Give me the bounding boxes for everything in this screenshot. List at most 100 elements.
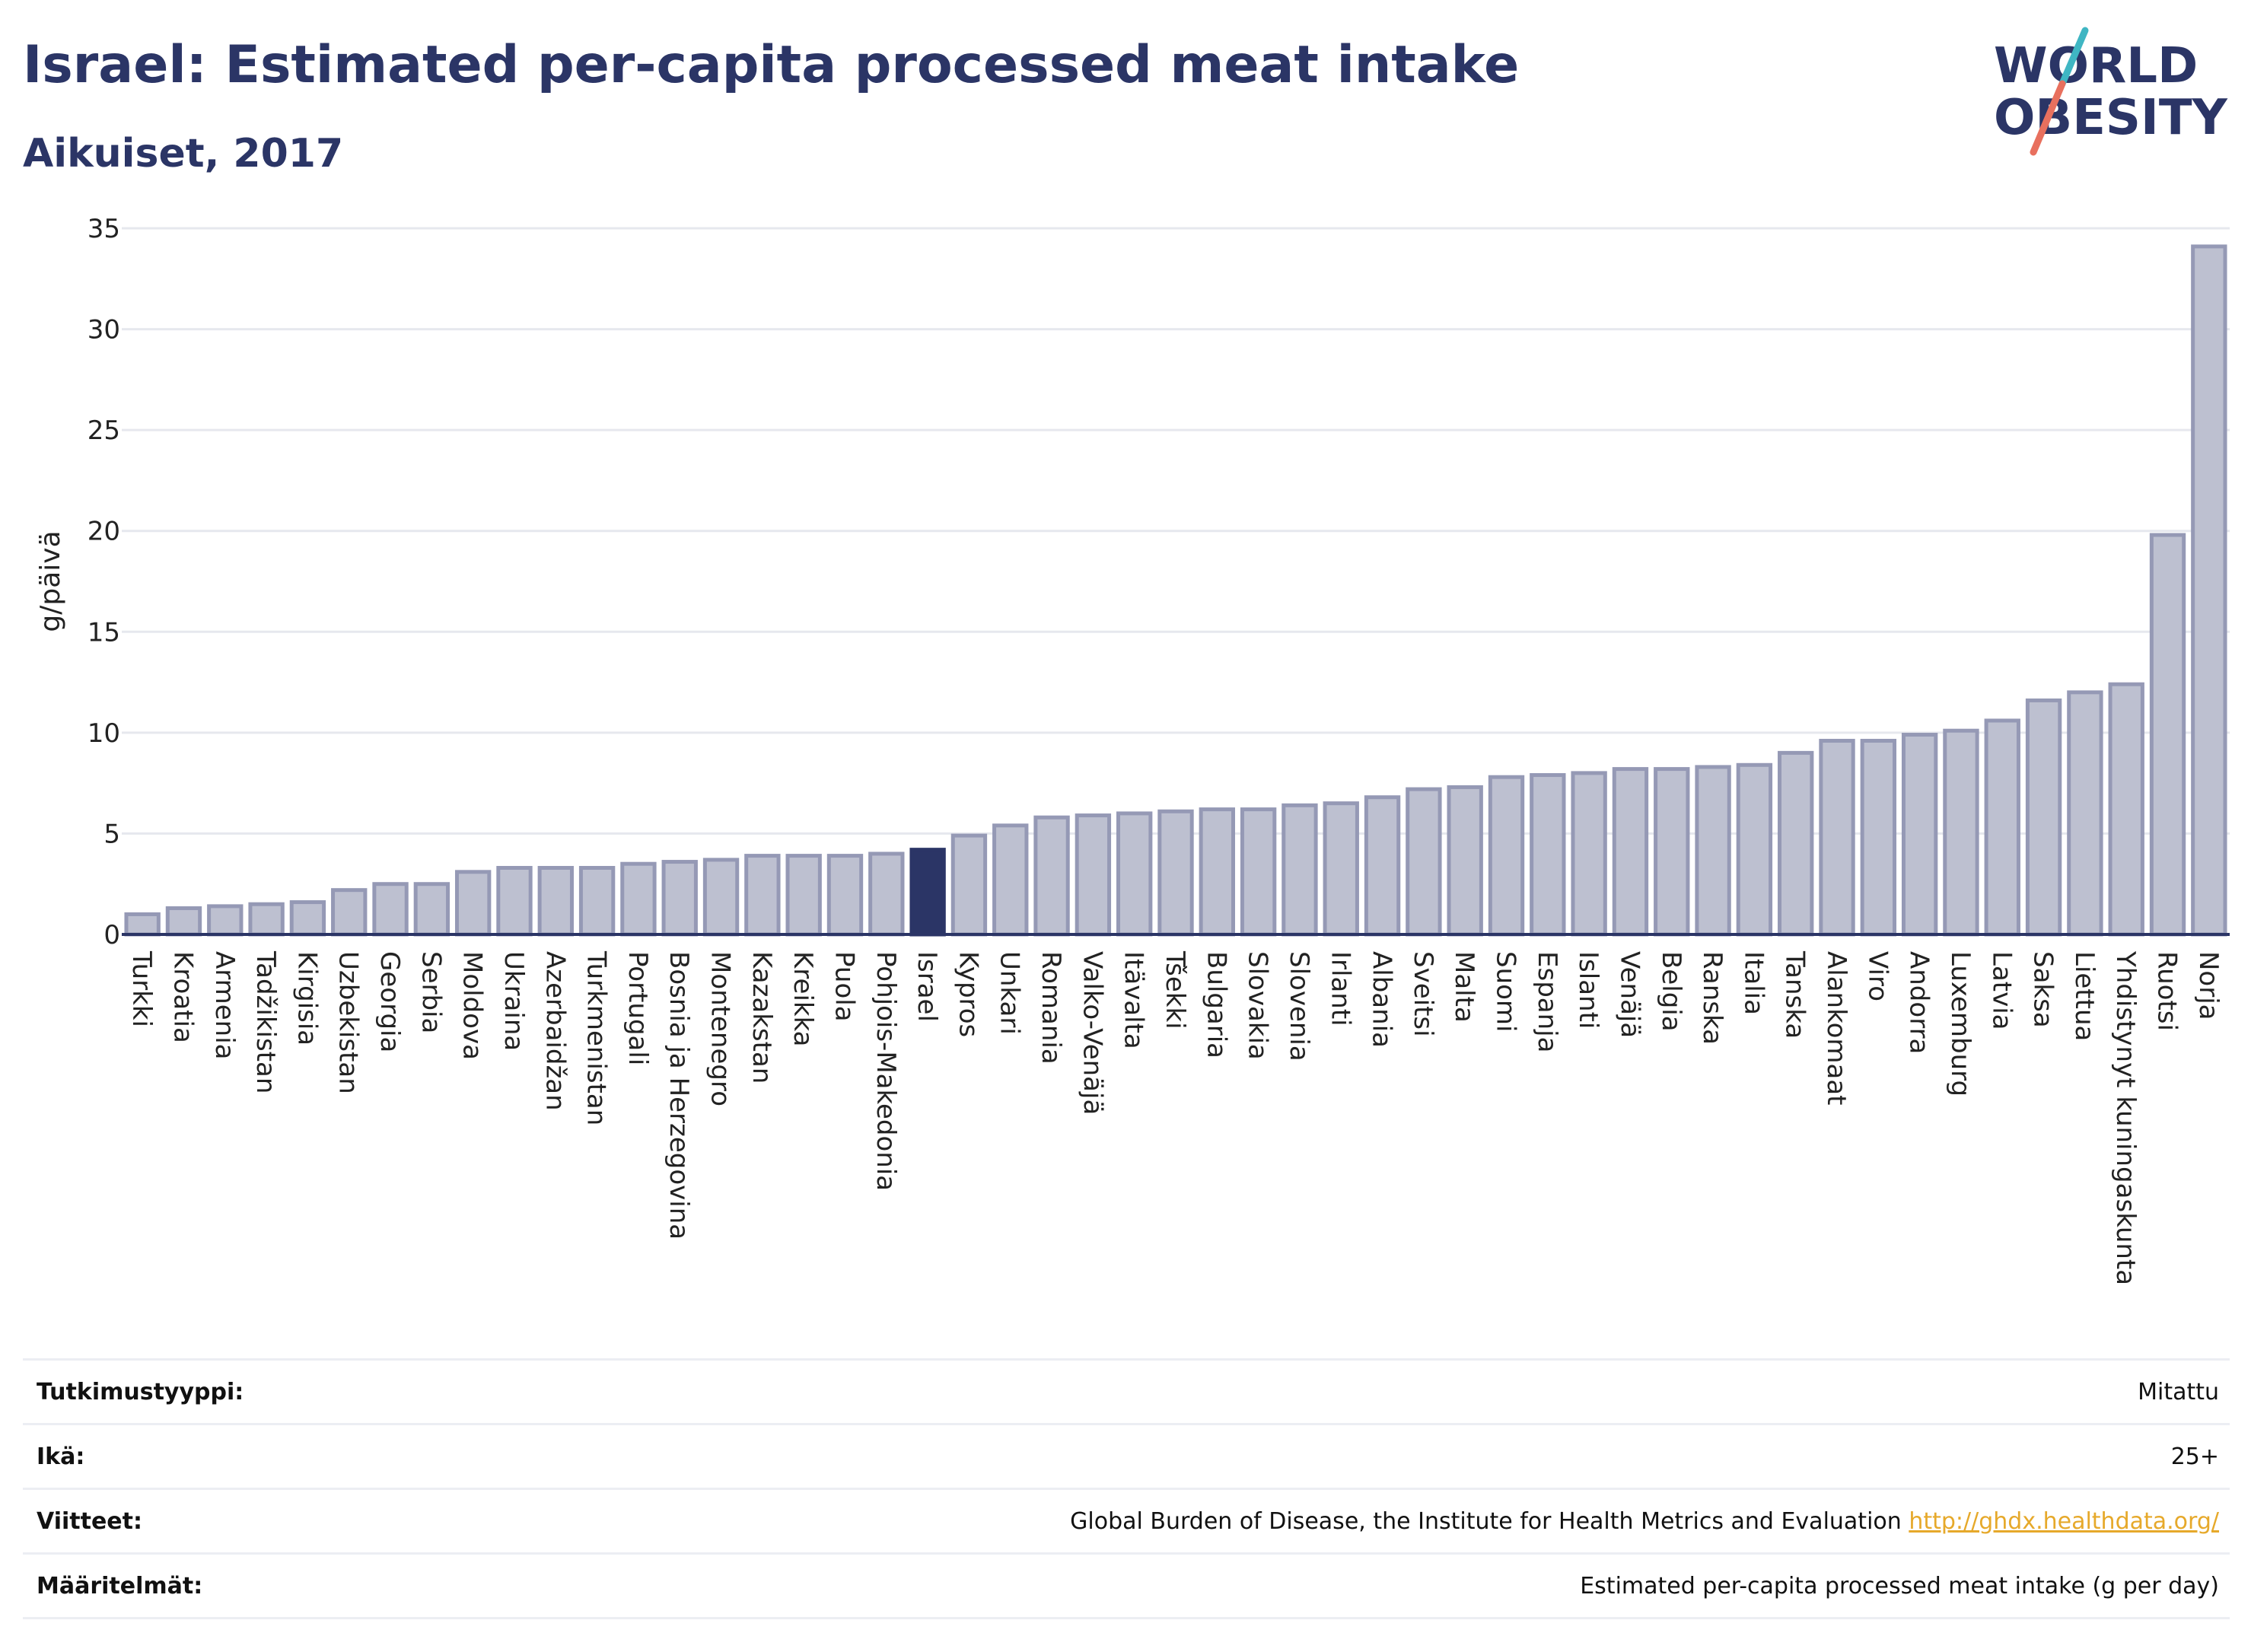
- info-table: Tutkimustyyppi: Mitattu Ikä: 25+ Viitteet: Gl…: [23, 1358, 2230, 1619]
- bar: [1654, 767, 1690, 937]
- bar: [454, 870, 492, 937]
- bar-chart: 0 5 10 15 20 25 30 35 g/päivä Turkki Kroatia Armeni…: [35, 214, 2230, 1285]
- info-value: Mitattu: [2138, 1379, 2230, 1405]
- bar: [537, 866, 574, 937]
- x-tick-label: Itävalta: [1119, 951, 1149, 1049]
- x-tick-label: Latvia: [1986, 951, 2017, 1030]
- bar: [1984, 718, 2020, 937]
- bar: [207, 904, 244, 937]
- y-tick-label: 15: [88, 617, 120, 648]
- x-tick-label: Andorra: [1904, 951, 1934, 1054]
- x-tick-label: Tadžikistan: [250, 950, 281, 1093]
- x-tick-label: Albania: [1367, 951, 1397, 1048]
- bar: [2025, 698, 2062, 937]
- bar: [1323, 801, 1359, 937]
- x-tick-label: Slovakia: [1243, 951, 1273, 1060]
- x-tick-label: Portugali: [622, 951, 653, 1065]
- bar: [1778, 750, 1814, 937]
- x-tick-label: Armenia: [209, 951, 240, 1060]
- x-tick-label: Israel: [912, 951, 942, 1022]
- bar: [124, 912, 161, 937]
- bar: [1819, 738, 1855, 937]
- x-tick-label: Espanja: [1532, 951, 1562, 1052]
- source-link[interactable]: http://ghdx.healthdata.org/: [1909, 1507, 2219, 1535]
- x-tick-label: Saksa: [2028, 951, 2058, 1028]
- logo-slash-teal: [2058, 27, 2089, 88]
- info-value: Estimated per-capita processed meat inta…: [1580, 1573, 2230, 1599]
- x-tick-label: Luxemburg: [1945, 951, 1976, 1097]
- bar: [248, 902, 285, 937]
- bar: [2067, 690, 2103, 937]
- x-tick-label: Ranska: [1697, 951, 1727, 1045]
- bar: [785, 854, 822, 937]
- bar: [413, 882, 451, 937]
- x-tick-label: Bosnia ja Herzegovina: [664, 951, 694, 1240]
- x-tick-label: Kypros: [953, 951, 983, 1037]
- x-tick-label: Montenegro: [705, 951, 736, 1106]
- bar: [1282, 803, 1318, 937]
- bar: [1447, 785, 1483, 937]
- bar: [1943, 728, 1979, 937]
- bar: [826, 854, 864, 937]
- bar: [992, 823, 1029, 937]
- x-tick-label: Unkari: [995, 951, 1025, 1035]
- x-tick-label: Liettua: [2069, 951, 2100, 1041]
- x-tick-label: Kazakstan: [747, 951, 777, 1084]
- x-tick-label: Turkmenistan: [581, 950, 612, 1125]
- bar: [868, 851, 905, 937]
- bar: [1199, 807, 1235, 937]
- x-tick-label: Venäjä: [1614, 951, 1644, 1038]
- logo-slash-coral: [2030, 80, 2066, 156]
- y-tick-label: 20: [88, 517, 120, 547]
- y-tick-label: 35: [88, 214, 120, 244]
- bar: [578, 866, 616, 937]
- bar: [620, 861, 657, 937]
- y-tick-label: 0: [103, 920, 120, 950]
- x-tick-label: Belgia: [1656, 951, 1686, 1032]
- bar: [702, 858, 740, 937]
- bar: [496, 866, 533, 937]
- x-tick-label: Islanti: [1573, 951, 1603, 1029]
- x-tick-label: Valko-Venäjä: [1077, 951, 1107, 1115]
- y-tick-label: 30: [88, 315, 120, 345]
- x-tick-label: Sveitsi: [1408, 951, 1438, 1037]
- x-tick-label: Bulgaria: [1201, 951, 1231, 1058]
- info-value-text: Estimated per-capita processed meat inta…: [1580, 1572, 2219, 1599]
- x-tick-label: Pohjois-Makedonia: [871, 951, 901, 1191]
- bar: [744, 854, 781, 937]
- bar: [909, 848, 946, 937]
- info-value-text: Mitattu: [2138, 1378, 2219, 1405]
- info-label: Viitteet:: [37, 1507, 142, 1535]
- bar: [289, 900, 326, 937]
- x-tick-label: Viro: [1862, 951, 1893, 1001]
- bar: [1488, 775, 1525, 937]
- bar: [1157, 809, 1194, 937]
- bar: [331, 888, 368, 937]
- bar: [1240, 807, 1277, 937]
- x-tick-label: Alankomaat: [1821, 951, 1851, 1106]
- x-tick-label: Uzbekistan: [333, 951, 364, 1094]
- bar: [1901, 733, 1938, 937]
- info-label: Tutkimustyyppi:: [37, 1378, 244, 1405]
- bar: [165, 906, 202, 937]
- x-tick-label: Kroatia: [167, 951, 198, 1043]
- x-tick-label: Yhdistynyt kuningaskunta: [2110, 950, 2141, 1285]
- info-value: 25+: [2171, 1444, 2230, 1470]
- bar: [372, 882, 409, 937]
- x-tick-label: Tanska: [1780, 950, 1810, 1039]
- x-tick-label: Slovenia: [1284, 951, 1314, 1062]
- x-tick-label: Azerbaidžan: [540, 951, 570, 1111]
- x-tick-label: Kreikka: [788, 951, 818, 1047]
- bar: [1033, 815, 1070, 937]
- bar: [1860, 738, 1897, 937]
- x-tick-label: Norja: [2193, 951, 2224, 1020]
- x-tick-label: Serbia: [415, 951, 446, 1033]
- bar: [661, 860, 698, 937]
- bar: [950, 833, 988, 937]
- x-tick-label: Tšekki: [1160, 950, 1190, 1030]
- info-row: Määritelmät: Estimated per-capita process…: [23, 1552, 2230, 1619]
- bar: [1571, 771, 1607, 937]
- chart-subtitle: Aikuiset, 2017: [23, 131, 344, 177]
- info-label: Ikä:: [37, 1443, 85, 1470]
- logo-text-world: WORLD: [1994, 38, 2198, 94]
